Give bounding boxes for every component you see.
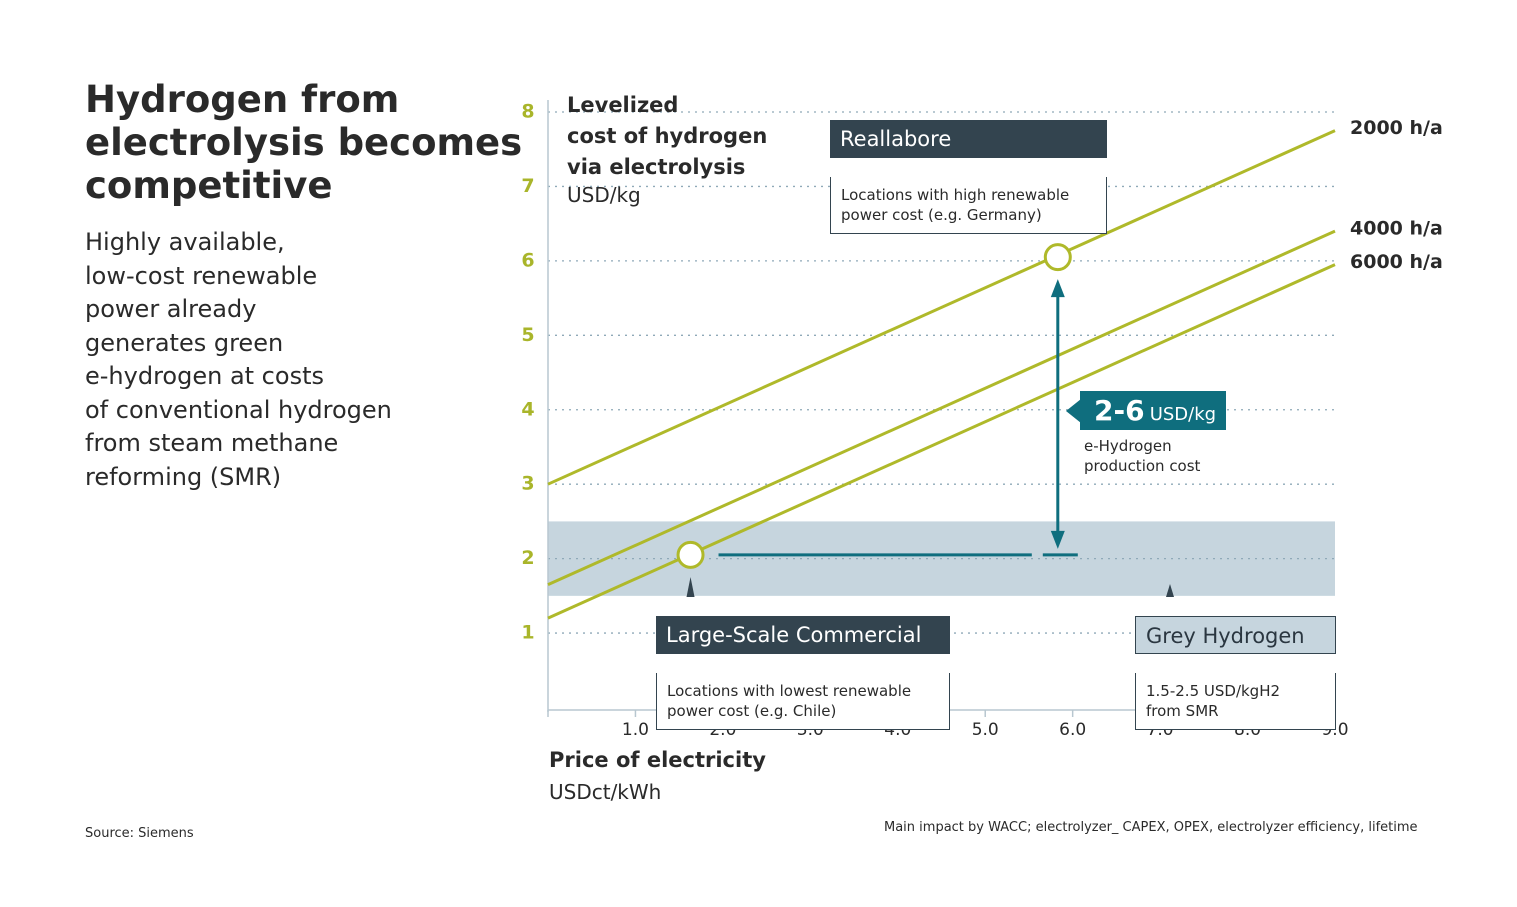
y-tick-label: 1 (521, 622, 534, 644)
series-line (547, 129, 1336, 486)
box-title: Grey Hydrogen (1135, 616, 1336, 654)
y-tick-label: 8 (521, 101, 534, 123)
y-tick-label: 7 (521, 175, 534, 197)
y-tick-label: 5 (521, 324, 534, 346)
box-text: 1.5-2.5 USD/kgH2 from SMR (1135, 673, 1336, 730)
range-text: e-Hydrogen production cost (1084, 437, 1201, 475)
reallabore-box: Reallabore Locations with high renewable… (830, 101, 1107, 253)
highlight-point (676, 540, 705, 569)
y-tick-label: 6 (521, 249, 534, 271)
pointer (1166, 584, 1174, 597)
subtitle: Highly available, low-cost renewable pow… (85, 228, 392, 491)
y-axis-unit: USD/kg (567, 183, 641, 207)
range-label: 2-6 USD/kg (1080, 391, 1227, 430)
commercial-box: Large-Scale Commercial Locations with lo… (656, 597, 950, 749)
series-label: 2000 h/a (1350, 117, 1443, 139)
x-tick-label: 5.0 (972, 720, 999, 740)
box-title: Large-Scale Commercial (656, 616, 950, 654)
y-tick-label: 3 (521, 473, 534, 495)
highlight-point (1043, 243, 1072, 272)
pointer (686, 577, 695, 597)
arrow-head (1050, 530, 1065, 549)
y-tick-label: 2 (521, 547, 534, 569)
x-axis-label: Price of electricity (549, 748, 766, 772)
arrow-head (1050, 279, 1065, 298)
box-text: Locations with lowest renewable power co… (656, 673, 950, 730)
x-axis-unit: USDct/kWh (549, 780, 662, 804)
label-pointer (1066, 399, 1081, 423)
series-label: 4000 h/a (1350, 218, 1443, 240)
box-text: Locations with high renewable power cost… (830, 177, 1107, 234)
box-title: Reallabore (830, 120, 1107, 158)
range-value: 2-6 (1094, 394, 1145, 427)
range-unit: USD/kg (1149, 404, 1217, 425)
x-tick-label: 1.0 (622, 720, 649, 740)
grey-box: Grey Hydrogen 1.5-2.5 USD/kgH2 from SMR (1135, 597, 1336, 749)
y-axis-label: Levelized cost of hydrogen via electroly… (567, 93, 768, 179)
source: Source: Siemens (85, 826, 194, 841)
y-tick-label: 4 (521, 398, 534, 420)
series-label: 6000 h/a (1350, 251, 1443, 273)
series-line (547, 229, 1336, 587)
footnote: Main impact by WACC; electrolyzer_ CAPEX… (884, 820, 1418, 835)
x-tick-label: 6.0 (1059, 720, 1086, 740)
chart-title: Hydrogen from electrolysis becomes compe… (85, 78, 523, 207)
